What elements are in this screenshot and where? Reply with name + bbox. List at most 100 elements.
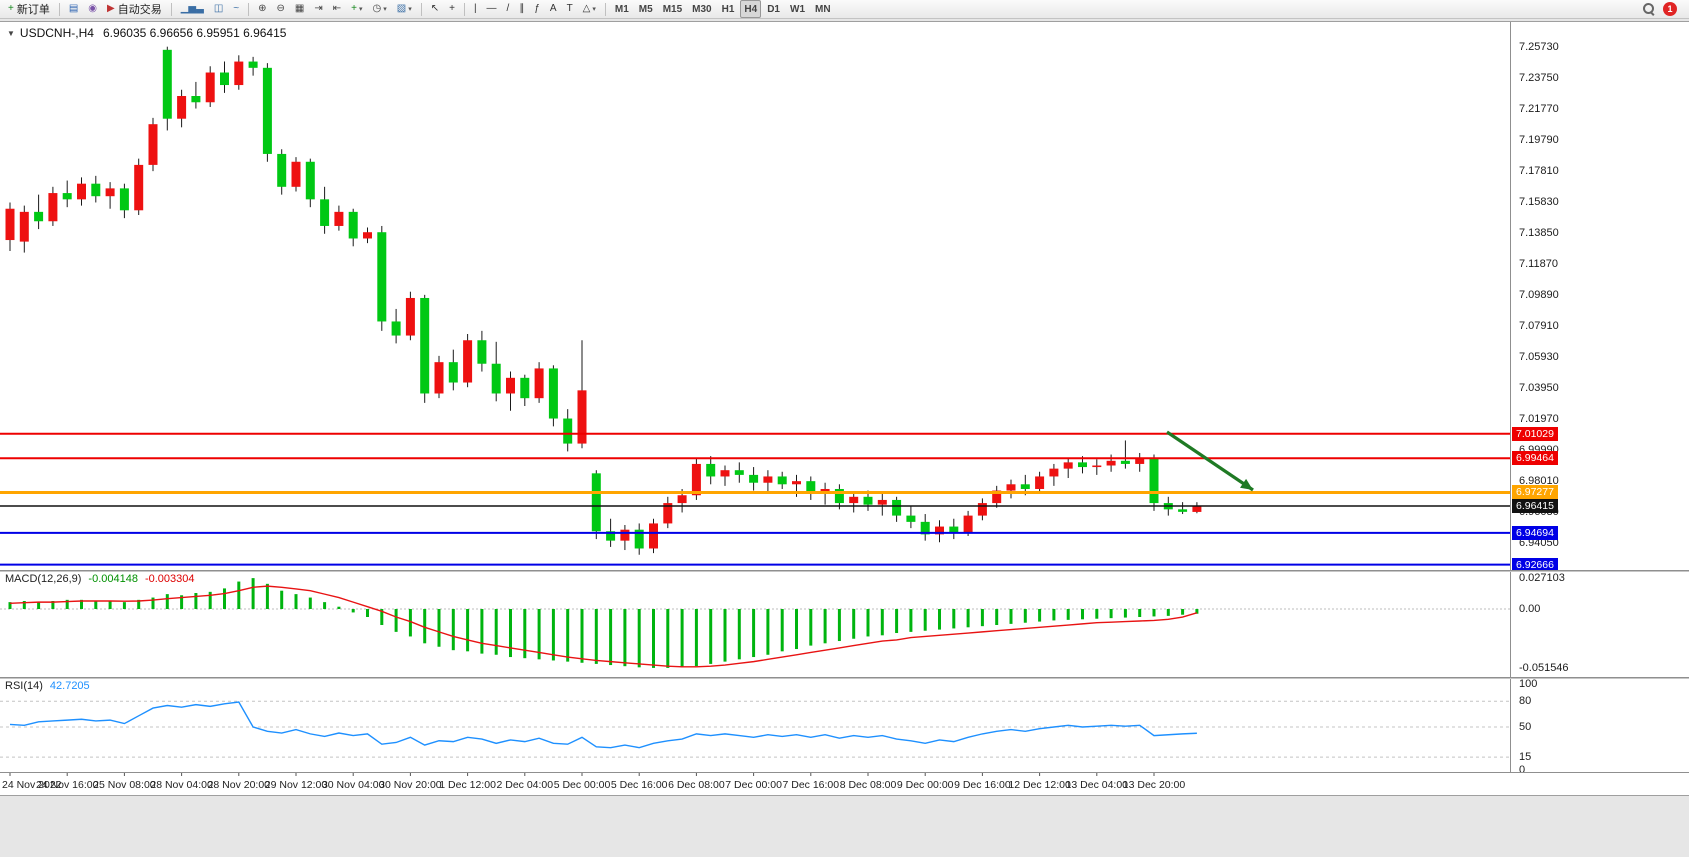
- candle-down: [1120, 460, 1130, 464]
- autotrade-button[interactable]: ▶ 自动交易: [103, 0, 166, 18]
- auto-scroll-icon: ⇥: [314, 3, 323, 14]
- rsi-grid-label: 15: [1519, 751, 1532, 764]
- timeframe-h1-button-label: H1: [721, 3, 735, 15]
- chart-canvas[interactable]: [0, 22, 1510, 795]
- candle-up: [19, 211, 29, 242]
- candle-down: [520, 377, 530, 399]
- candle-down: [634, 529, 644, 549]
- zoom-out-icon: ⊖: [276, 3, 285, 14]
- candle-up: [334, 211, 344, 226]
- time-axis-label: 24 Nov 2022: [2, 779, 62, 791]
- new-order-button[interactable]: + 新订单: [4, 0, 54, 18]
- candle-up: [205, 72, 215, 103]
- timeframe-d1-button[interactable]: D1: [763, 0, 784, 18]
- price-axis[interactable]: 7.25730 7.23750 7.21770 7.19790 7.17810 7.158…: [1510, 22, 1689, 776]
- candle-down: [34, 211, 44, 222]
- channel-button[interactable]: ∥: [515, 0, 528, 18]
- zoom-in-icon: ⊕: [258, 3, 267, 14]
- timeframe-w1-button[interactable]: W1: [786, 0, 809, 18]
- timeframe-mn-button-label: MN: [815, 3, 831, 15]
- timeframe-m5-button[interactable]: M5: [635, 0, 657, 18]
- indicators-button[interactable]: + ▾: [347, 0, 366, 18]
- candle-down: [706, 463, 716, 477]
- price-grid-label: 7.13850: [1519, 227, 1559, 239]
- time-axis-label: 9 Dec 16:00: [954, 779, 1011, 791]
- search-icon[interactable]: [1642, 2, 1656, 16]
- crosshair-button[interactable]: +: [445, 0, 459, 18]
- macd-grid-label: -0.051546: [1519, 661, 1569, 674]
- candle-down: [220, 72, 229, 86]
- timeframe-m15-button[interactable]: M15: [659, 0, 686, 18]
- chart-menu-icon[interactable]: ▼: [7, 28, 15, 38]
- pane-splitter-macd[interactable]: [0, 570, 1689, 572]
- price-grid-label: 6.94050: [1519, 537, 1559, 549]
- time-axis-label: 6 Dec 08:00: [668, 779, 725, 791]
- timeframe-m1-button-label: M1: [614, 3, 629, 15]
- timeframe-m1-button[interactable]: M1: [611, 0, 633, 18]
- chart-shift-button[interactable]: ⇤: [329, 0, 345, 18]
- signals-button[interactable]: ◉: [84, 0, 101, 18]
- chart-candles-button[interactable]: ◫: [210, 0, 227, 18]
- candle-down: [91, 183, 101, 197]
- cursor-button[interactable]: ↖: [427, 0, 443, 18]
- time-axis-label: 1 Dec 12:00: [439, 779, 496, 791]
- market-watch-button[interactable]: ▤: [65, 0, 82, 18]
- candle-down: [920, 521, 930, 535]
- toolbar-separator: [420, 2, 422, 16]
- periods-button[interactable]: ◷ ▾: [368, 0, 390, 18]
- chart-shift-icon: ⇤: [332, 3, 342, 14]
- chart-bars-button[interactable]: ▁▅▃: [177, 0, 208, 18]
- rsi-label-text: RSI(14): [5, 680, 43, 692]
- candle-up: [977, 503, 987, 516]
- candle-up: [534, 368, 544, 399]
- tile-windows-button[interactable]: ▦: [291, 0, 308, 18]
- time-axis-label: 8 Dec 08:00: [839, 779, 897, 791]
- dropdown-caret-icon: ▾: [592, 6, 596, 13]
- timeframe-mn-button[interactable]: MN: [811, 0, 835, 18]
- templates-button[interactable]: ▧ ▾: [393, 0, 416, 18]
- auto-scroll-button[interactable]: ⇥: [310, 0, 326, 18]
- candle-up: [463, 340, 473, 383]
- line-chart-icon: ~: [233, 3, 240, 14]
- time-axis-label: 28 Nov 04:00: [150, 779, 213, 791]
- text-icon: A: [549, 3, 557, 14]
- time-axis[interactable]: 24 Nov 2022 24 Nov 16:00 25 Nov 08:00 28 No…: [0, 772, 1689, 795]
- fibonacci-button[interactable]: ƒ: [530, 0, 544, 18]
- candle-up: [48, 193, 58, 222]
- candle-down: [248, 61, 258, 68]
- notification-badge[interactable]: 1: [1663, 2, 1677, 16]
- shapes-button[interactable]: △ ▾: [579, 0, 600, 18]
- timeframe-h1-button[interactable]: H1: [718, 0, 739, 18]
- candle-up: [663, 503, 673, 524]
- candle-up: [691, 463, 701, 496]
- time-axis-label: 7 Dec 16:00: [782, 779, 840, 791]
- timeframe-m30-button[interactable]: M30: [688, 0, 715, 18]
- chart-line-button[interactable]: ~: [229, 0, 243, 18]
- candle-down: [477, 340, 487, 364]
- label-button[interactable]: T: [563, 0, 577, 18]
- candle-up: [177, 96, 187, 119]
- candle-down: [320, 199, 330, 226]
- zoom-in-button[interactable]: ⊕: [254, 0, 270, 18]
- price-grid-label: 7.01970: [1519, 413, 1559, 425]
- time-axis-label: 12 Dec 12:00: [1008, 779, 1071, 791]
- zoom-out-button[interactable]: ⊖: [273, 0, 289, 18]
- macd-label-text: MACD(12,26,9): [5, 573, 82, 585]
- candle-up: [763, 476, 773, 483]
- time-axis-label: 25 Nov 08:00: [93, 779, 156, 791]
- candle-up: [620, 529, 630, 541]
- macd-indicator-label: MACD(12,26,9) -0.004148 -0.003304: [5, 573, 195, 585]
- candle-down: [191, 96, 201, 103]
- trend-arrow[interactable]: [1166, 430, 1254, 492]
- text-button[interactable]: A: [546, 0, 561, 18]
- timeframe-h4-button[interactable]: H4: [740, 0, 762, 18]
- pane-splitter-rsi[interactable]: [0, 677, 1689, 679]
- candle-down: [892, 499, 902, 516]
- candle-down: [548, 368, 558, 419]
- price-badge: 6.92666: [1512, 557, 1558, 572]
- vertical-line-button[interactable]: |: [470, 0, 481, 18]
- horizontal-line-button[interactable]: —: [483, 0, 501, 18]
- candle-down: [491, 363, 501, 394]
- candle-up: [291, 161, 301, 187]
- trendline-button[interactable]: /: [503, 0, 514, 18]
